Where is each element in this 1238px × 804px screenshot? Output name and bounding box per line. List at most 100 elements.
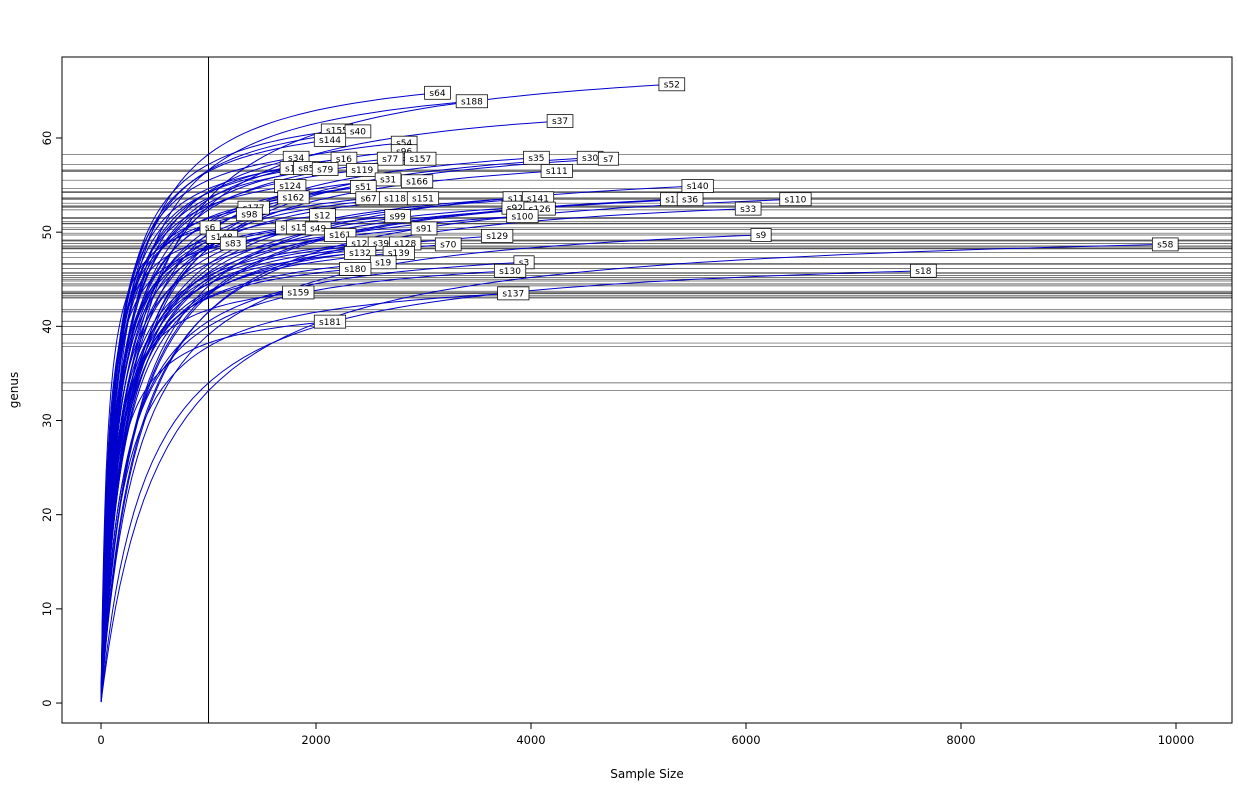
series-label-text: s37 <box>552 117 568 127</box>
series-label-text: s110 <box>785 195 807 205</box>
series-label-box <box>546 114 574 128</box>
series-label-box <box>344 124 372 139</box>
rarefaction-curve <box>100 235 498 701</box>
series-label-text: s30 <box>582 154 598 164</box>
series-label-box <box>410 221 438 236</box>
y-tick-label: 10 <box>40 602 54 617</box>
rarefaction-curve <box>100 234 762 702</box>
series-label-text: s156 <box>291 224 313 234</box>
series-label: s33 <box>734 201 762 216</box>
series-label-box <box>750 228 772 242</box>
series-label: s99 <box>384 209 411 224</box>
series-label-text: s119 <box>351 166 373 176</box>
series-label-text: s136 <box>665 195 687 205</box>
series-label: s7 <box>597 151 619 166</box>
series-label: s58 <box>1151 237 1179 252</box>
x-tick-label: 2000 <box>301 733 330 747</box>
series-label-box <box>236 207 263 222</box>
series-label-text: s129 <box>486 232 508 242</box>
series-label: s144 <box>313 132 347 147</box>
series-label-box <box>523 150 550 165</box>
series-label-text: s18 <box>915 267 931 277</box>
series-label-text: s157 <box>409 155 431 165</box>
series-label-text: s3 <box>519 258 529 268</box>
series-label-box <box>779 192 812 207</box>
rarefaction-curve <box>100 268 356 700</box>
series-label: s188 <box>455 94 488 109</box>
series-label-text: s99 <box>390 212 406 222</box>
series-label: s118 <box>378 191 412 206</box>
series-label-text: s40 <box>350 128 366 138</box>
series-label-text: s159 <box>287 289 309 299</box>
series-label-text: s6 <box>205 224 216 234</box>
series-label-box <box>597 151 619 166</box>
series-label-text: s64 <box>429 89 445 99</box>
series-label: s16 <box>330 151 358 166</box>
rarefaction-curve <box>100 198 796 702</box>
series-label: s51 <box>350 180 377 194</box>
series-label: s36 <box>676 192 704 207</box>
series-label-text: s52 <box>664 81 680 91</box>
series-label: s129 <box>481 229 514 243</box>
series-label-text: s12 <box>314 211 330 221</box>
series-label-box <box>339 262 372 276</box>
series-label: s67 <box>355 191 382 206</box>
series-label-box <box>400 174 434 189</box>
series-label-box <box>219 236 247 251</box>
series-label-text: s180 <box>344 265 366 275</box>
series-label-text: s19 <box>375 258 391 268</box>
series-label-text: s1 <box>285 164 295 174</box>
series-label-text: s54 <box>396 139 412 149</box>
series-label-text: s100 <box>511 212 533 222</box>
rarefaction-curve <box>100 170 557 701</box>
series-label-box <box>455 94 488 109</box>
series-label-text: s155 <box>326 127 348 137</box>
series-label-box <box>481 229 514 243</box>
series-label-text: s144 <box>319 136 341 146</box>
series-label-text: s34 <box>288 154 304 164</box>
series-label-box <box>346 163 379 177</box>
y-tick-label: 40 <box>40 319 54 334</box>
series-label-box <box>376 151 404 166</box>
rarefaction-curve <box>100 292 514 702</box>
rarefaction-curve <box>100 120 561 701</box>
series-label-box <box>311 162 339 176</box>
series-label: s31 <box>374 172 402 187</box>
series-label: s12 <box>309 208 336 223</box>
series-label-text: s9 <box>756 231 767 241</box>
series-label-box <box>384 209 411 224</box>
series-label: s166 <box>400 174 434 189</box>
series-label-text: s39 <box>373 240 389 250</box>
series-label-text: s118 <box>384 194 406 204</box>
y-axis-title: genus <box>7 372 21 408</box>
series-label: s52 <box>658 77 686 92</box>
series-label-text: s58 <box>1157 241 1173 251</box>
series-label-text: s35 <box>528 154 544 164</box>
series-label-box <box>313 314 347 329</box>
y-tick-label: 20 <box>40 507 54 522</box>
series-label: s34 <box>282 150 310 165</box>
series-label-text: s161 <box>329 231 351 241</box>
series-label-box <box>658 77 686 92</box>
series-label-box <box>277 190 310 205</box>
series-label-box <box>424 85 451 100</box>
series-label-box <box>506 209 539 224</box>
series-label-box <box>493 263 527 278</box>
series-label-box <box>540 164 573 178</box>
y-tick-label: 30 <box>40 413 54 428</box>
series-label: s40 <box>344 124 372 139</box>
series-label: s91 <box>410 221 438 236</box>
x-tick-label: 0 <box>97 733 104 747</box>
series-label-text: s7 <box>603 155 613 165</box>
series-label-text: s132 <box>349 249 371 259</box>
rarefaction-curve <box>100 270 924 703</box>
series-label: s140 <box>681 179 714 193</box>
x-tick-label: 10000 <box>1158 733 1195 747</box>
series-label-box <box>313 132 347 147</box>
series-label: s98 <box>236 207 263 222</box>
series-label-box <box>497 286 530 301</box>
series-label: s110 <box>779 192 812 207</box>
